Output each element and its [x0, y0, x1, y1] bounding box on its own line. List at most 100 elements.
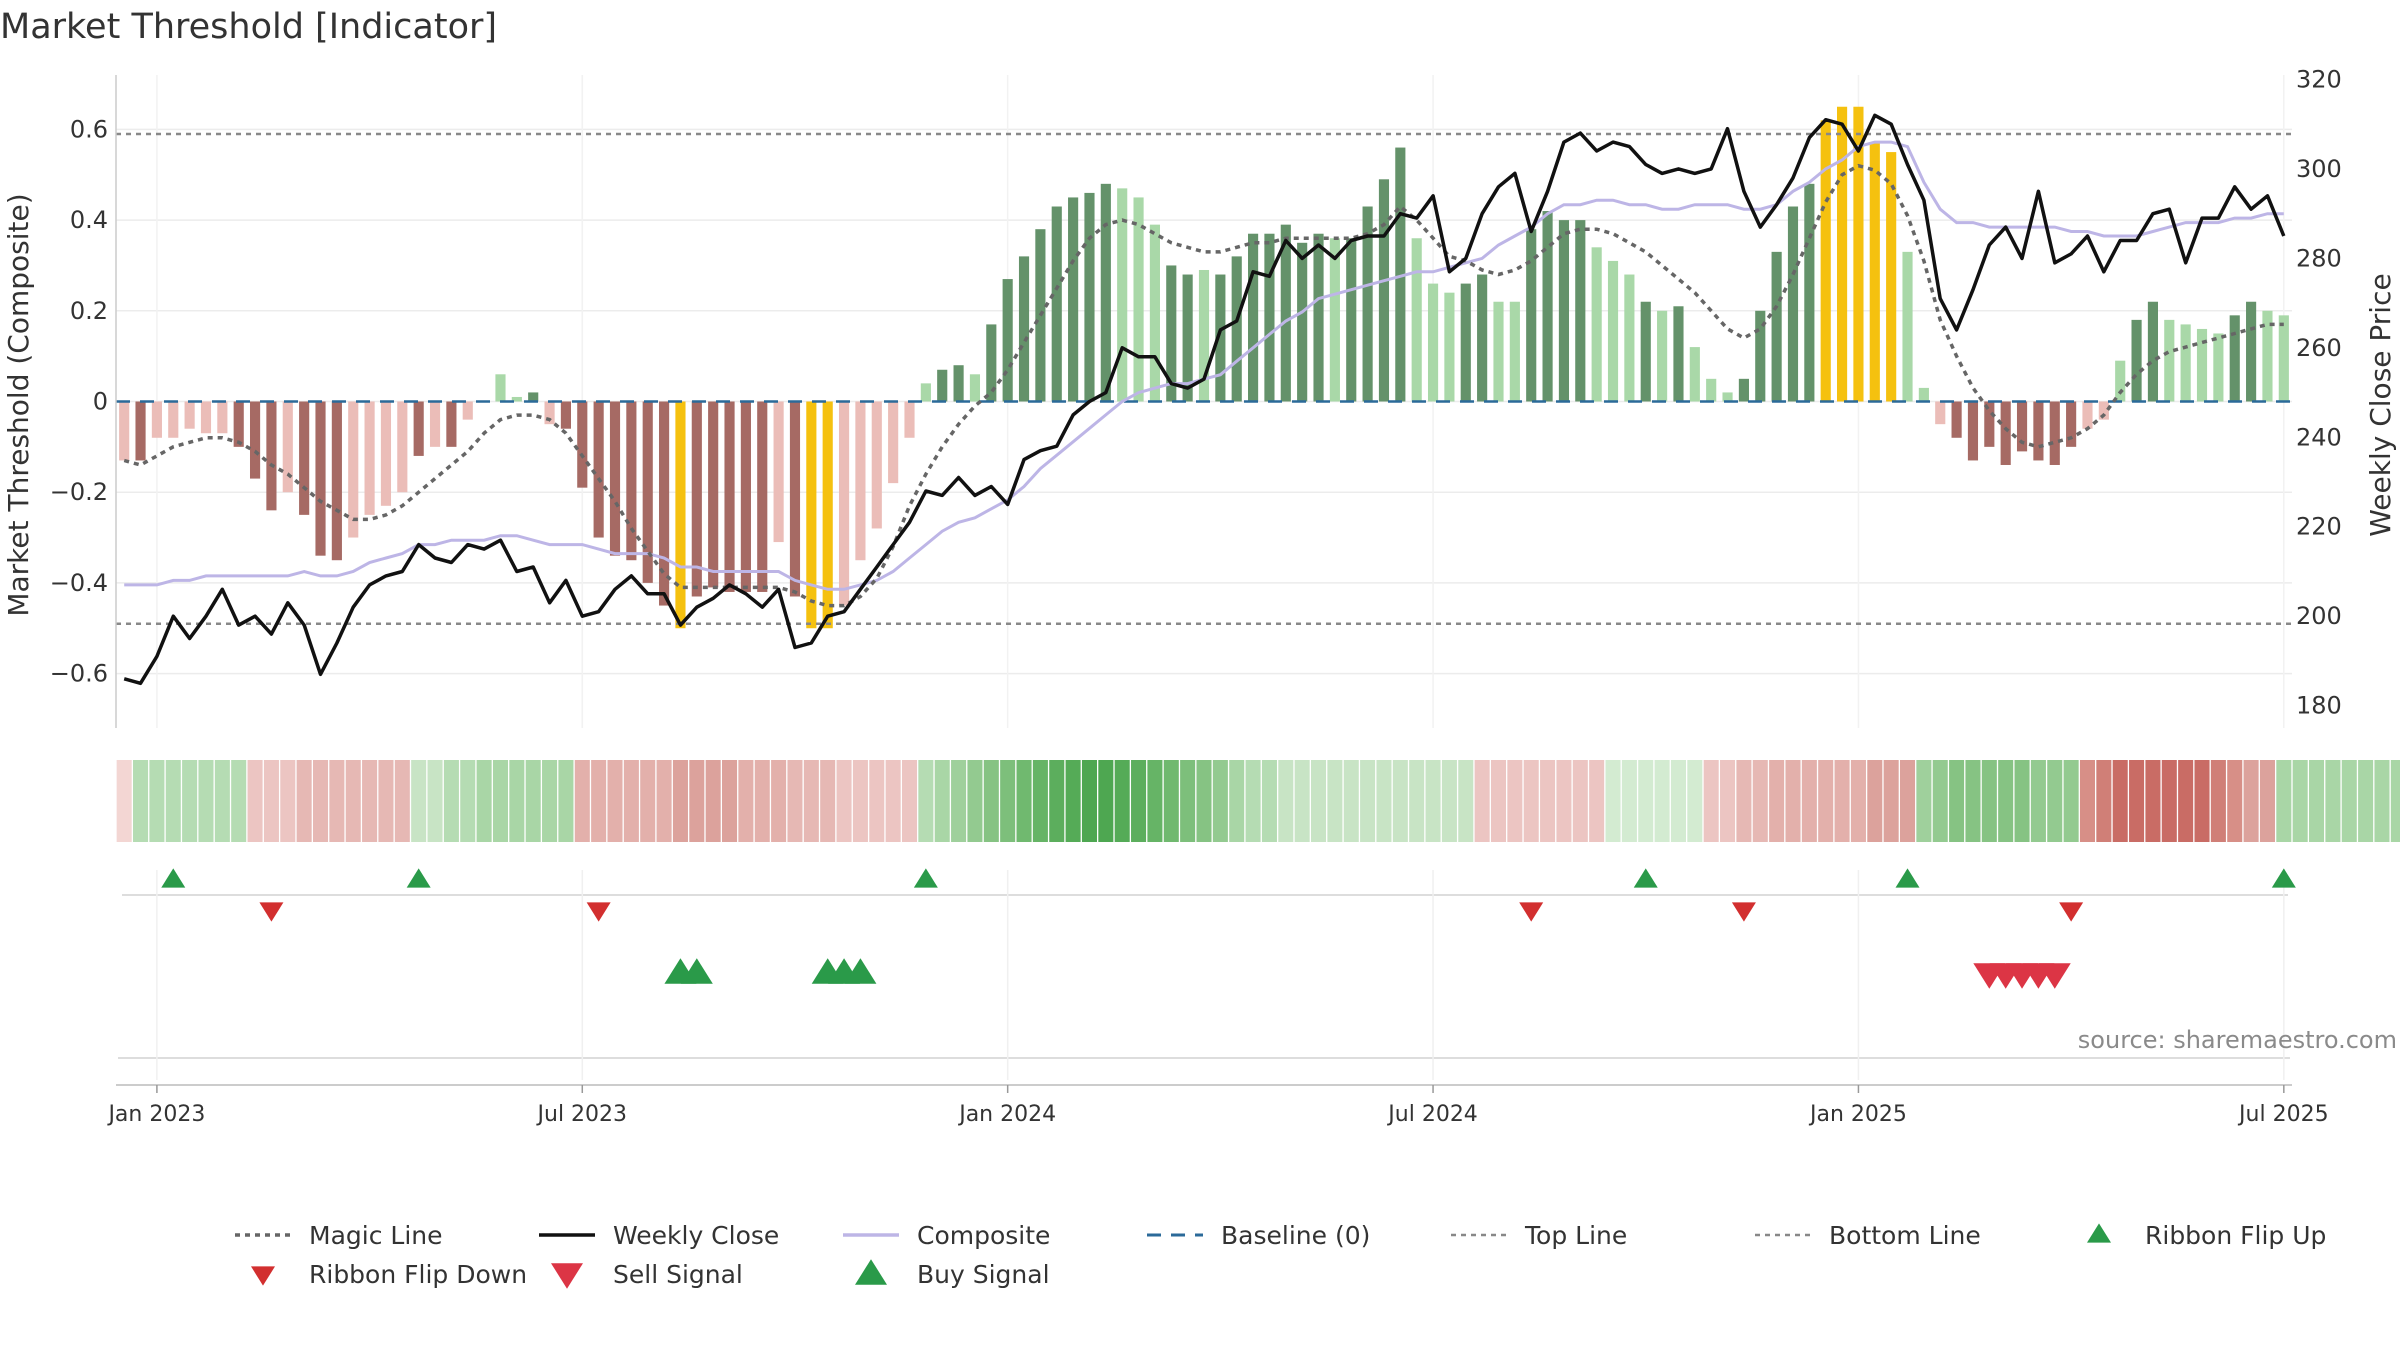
ribbon-cell	[165, 760, 181, 842]
ribbon-cell	[214, 760, 230, 842]
legend-swatch	[855, 1259, 887, 1285]
ribbon-cell	[2374, 760, 2390, 842]
ribbon-cell	[1654, 760, 1670, 842]
ribbon-cell	[1376, 760, 1392, 842]
left-tick-label: −0.4	[50, 569, 108, 597]
ribbon-cell	[836, 760, 852, 842]
histogram-bar	[724, 401, 735, 592]
legend-swatch	[2087, 1223, 2111, 1243]
right-tick-label: 220	[2296, 513, 2342, 541]
left-tick-label: 0.6	[70, 115, 108, 143]
legend-item: Weekly Close	[539, 1221, 779, 1250]
magic-line	[123, 163, 2284, 608]
histogram-bar	[429, 401, 441, 447]
ribbon-cell	[1638, 760, 1654, 842]
right-tick-label: 260	[2296, 334, 2342, 362]
histogram-bar	[2131, 319, 2142, 402]
ribbon-cell	[1049, 760, 1065, 842]
histogram-bar	[1018, 256, 1030, 402]
histogram-bar	[2115, 360, 2126, 402]
histogram-bar	[1002, 279, 1013, 402]
histogram-bar	[577, 401, 588, 488]
ribbon-cell	[1343, 760, 1359, 842]
histogram-bar	[2066, 401, 2077, 447]
ribbon-cell	[1769, 760, 1785, 842]
ribbon-cell	[1949, 760, 1965, 842]
ribbon-cell	[2096, 760, 2112, 842]
ribbon-cell	[803, 760, 819, 842]
ribbon-cell	[182, 760, 198, 842]
histogram-bar	[969, 374, 981, 402]
ribbon-cell	[1965, 760, 1981, 842]
left-tick-label: −0.6	[50, 660, 108, 688]
histogram-bar	[1395, 147, 1406, 402]
ribbon-cell	[885, 760, 901, 842]
histogram-bar	[511, 396, 522, 402]
right-tick-label: 180	[2296, 692, 2342, 720]
histogram-bar	[1264, 233, 1275, 402]
ribbon-cell	[1540, 760, 1556, 842]
ribbon-cell	[1883, 760, 1899, 842]
ribbon-cell	[640, 760, 656, 842]
ribbon-cell	[1311, 760, 1327, 842]
histogram-bar	[266, 401, 277, 511]
histogram-bar	[282, 401, 293, 493]
ribbon-cell	[2047, 760, 2063, 842]
ribbon-cell	[656, 760, 672, 842]
ribbon-cell	[280, 760, 296, 842]
ribbon-cell	[1720, 760, 1736, 842]
ribbon-cell	[983, 760, 999, 842]
ribbon-cell	[705, 760, 721, 842]
histogram-bar	[2246, 301, 2257, 402]
ribbon-cell	[2145, 760, 2161, 842]
ribbon-cell	[1425, 760, 1441, 842]
ribbon-cell	[787, 760, 803, 842]
right-tick-label: 300	[2296, 155, 2342, 183]
ribbon-cell	[1850, 760, 1866, 842]
histogram-bar	[1706, 378, 1717, 402]
ribbon-cell	[427, 760, 443, 842]
ribbon-cell	[1180, 760, 1196, 842]
ribbon-cell	[149, 760, 165, 842]
legend-label: Magic Line	[309, 1221, 443, 1250]
ribbon-cell	[1441, 760, 1457, 842]
ribbon-cell	[1065, 760, 1081, 842]
ribbon-cell	[1114, 760, 1130, 842]
ribbon-cell	[1098, 760, 1114, 842]
ribbon-cell	[2030, 760, 2046, 842]
legend-item: Bottom Line	[1755, 1221, 1981, 1250]
ribbon-cell	[2276, 760, 2292, 842]
ribbon-cell	[1687, 760, 1703, 842]
histogram-bar	[871, 401, 882, 529]
left-tick-label: 0.4	[70, 206, 108, 234]
ribbon-flip-up-marker	[1895, 868, 1920, 888]
right-tick-label: 280	[2296, 244, 2342, 272]
histogram-bar	[855, 401, 866, 561]
ribbon-cell	[1507, 760, 1523, 842]
histogram-bar	[299, 401, 310, 515]
histogram-bar	[151, 401, 162, 438]
ribbon-cell	[443, 760, 459, 842]
histogram-bar	[1297, 242, 1308, 402]
histogram-bar	[2049, 401, 2060, 465]
histogram-bar	[462, 401, 473, 420]
histogram-bar	[168, 401, 179, 438]
ribbon-cell	[2325, 760, 2341, 842]
ribbon-cell	[378, 760, 394, 842]
histogram-bar	[1215, 274, 1226, 402]
ribbon-cell	[1572, 760, 1588, 842]
left-axis-label: Market Threshold (Composite)	[2, 193, 35, 616]
histogram-bar	[1984, 401, 1995, 447]
ribbon-cell	[1621, 760, 1637, 842]
histogram-bar	[1133, 197, 1144, 402]
ribbon-flip-down-marker	[259, 902, 284, 922]
histogram-bar	[1657, 310, 1668, 402]
histogram-bar	[1427, 283, 1439, 402]
ribbon-cell	[918, 760, 934, 842]
right-tick-label: 240	[2296, 423, 2342, 451]
ribbon-cell	[460, 760, 476, 842]
ribbon-flip-down-marker	[1519, 902, 1544, 922]
ribbon-flip-up-marker	[913, 868, 938, 888]
ribbon-cell	[394, 760, 410, 842]
histogram-bar	[233, 401, 244, 447]
